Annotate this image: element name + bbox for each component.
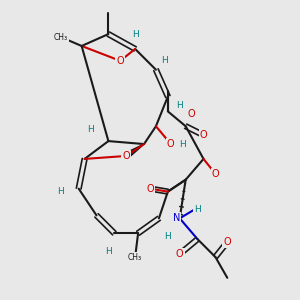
Text: H: H [164,232,171,241]
Text: O: O [188,109,195,119]
Text: O: O [212,169,219,179]
Text: H: H [194,205,201,214]
Text: H: H [87,125,94,134]
Polygon shape [124,144,144,158]
Text: O: O [176,249,184,259]
Text: H: H [132,30,139,39]
Text: O: O [167,139,175,149]
Text: H: H [58,187,64,196]
Text: N: N [173,213,180,224]
Text: H: H [161,56,168,65]
Text: O: O [146,184,154,194]
Text: H: H [179,140,186,148]
Text: CH₃: CH₃ [128,253,142,262]
Text: H: H [176,101,183,110]
Text: H: H [105,247,112,256]
Text: O: O [224,237,231,247]
Text: CH₃: CH₃ [54,33,68,42]
Text: O: O [122,151,130,161]
Text: O: O [200,130,207,140]
Text: O: O [116,56,124,66]
